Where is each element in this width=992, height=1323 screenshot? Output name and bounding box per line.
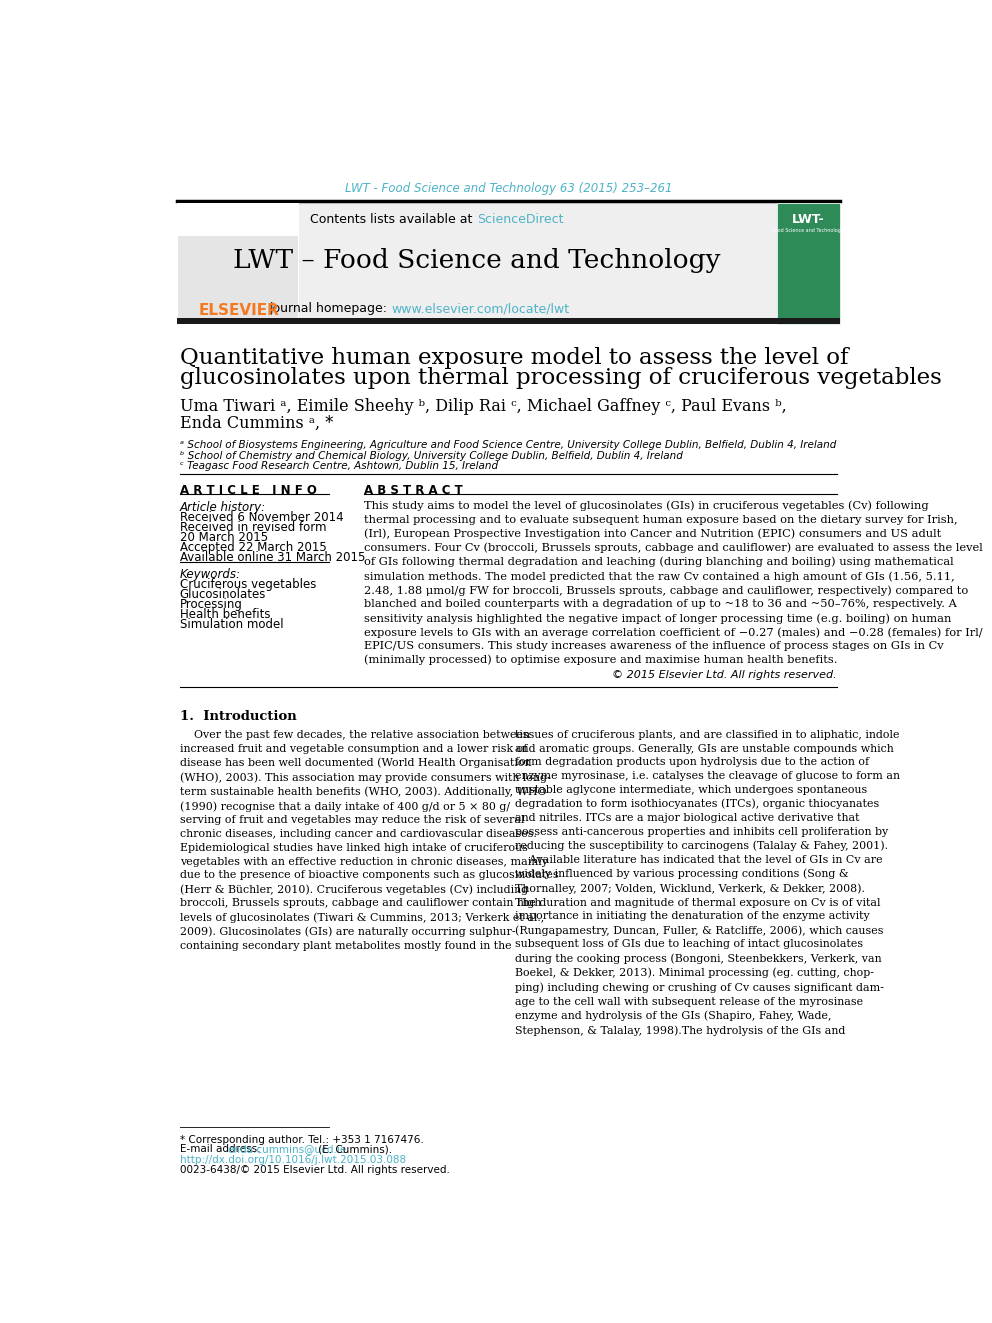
Text: LWT – Food Science and Technology: LWT – Food Science and Technology: [233, 247, 720, 273]
Bar: [177, 202, 840, 324]
Text: Contents lists available at: Contents lists available at: [310, 213, 476, 226]
Bar: [177, 202, 300, 324]
Text: ᵇ School of Chemistry and Chemical Biology, University College Dublin, Belfield,: ᵇ School of Chemistry and Chemical Biolo…: [180, 451, 682, 460]
Text: http://dx.doi.org/10.1016/j.lwt.2015.03.088: http://dx.doi.org/10.1016/j.lwt.2015.03.…: [180, 1155, 406, 1166]
Text: E-mail address:: E-mail address:: [180, 1144, 264, 1155]
Text: LWT-: LWT-: [792, 213, 824, 226]
Text: enda.cummins@ucd.ie: enda.cummins@ucd.ie: [228, 1144, 347, 1155]
Bar: [777, 202, 840, 324]
Text: Food Science and Technology: Food Science and Technology: [773, 228, 844, 233]
Text: © 2015 Elsevier Ltd. All rights reserved.: © 2015 Elsevier Ltd. All rights reserved…: [612, 669, 837, 680]
Text: Over the past few decades, the relative association between
increased fruit and : Over the past few decades, the relative …: [180, 730, 558, 951]
Text: Simulation model: Simulation model: [180, 618, 284, 631]
Bar: [177, 318, 840, 324]
Text: This study aims to model the level of glucosinolates (GIs) in cruciferous vegeta: This study aims to model the level of gl…: [364, 500, 983, 665]
Text: A R T I C L E   I N F O: A R T I C L E I N F O: [180, 484, 316, 497]
Bar: [179, 235, 298, 323]
Text: Available online 31 March 2015: Available online 31 March 2015: [180, 550, 365, 564]
Text: glucosinolates upon thermal processing of cruciferous vegetables: glucosinolates upon thermal processing o…: [180, 368, 941, 389]
Text: 1.  Introduction: 1. Introduction: [180, 710, 297, 724]
Text: Processing: Processing: [180, 598, 243, 611]
Text: (E. Cummins).: (E. Cummins).: [314, 1144, 392, 1155]
Text: Article history:: Article history:: [180, 500, 266, 513]
Text: ᵃ School of Biosystems Engineering, Agriculture and Food Science Centre, Univers: ᵃ School of Biosystems Engineering, Agri…: [180, 439, 836, 450]
Text: * Corresponding author. Tel.: +353 1 7167476.: * Corresponding author. Tel.: +353 1 716…: [180, 1135, 424, 1146]
Text: Health benefits: Health benefits: [180, 609, 270, 622]
Text: www.elsevier.com/locate/lwt: www.elsevier.com/locate/lwt: [392, 303, 569, 315]
Text: A B S T R A C T: A B S T R A C T: [364, 484, 463, 497]
Text: Quantitative human exposure model to assess the level of: Quantitative human exposure model to ass…: [180, 348, 848, 369]
Text: Uma Tiwari ᵃ, Eimile Sheehy ᵇ, Dilip Rai ᶜ, Michael Gaffney ᶜ, Paul Evans ᵇ,: Uma Tiwari ᵃ, Eimile Sheehy ᵇ, Dilip Rai…: [180, 398, 787, 415]
Text: LWT - Food Science and Technology 63 (2015) 253–261: LWT - Food Science and Technology 63 (20…: [344, 181, 673, 194]
Text: Enda Cummins ᵃ, *: Enda Cummins ᵃ, *: [180, 415, 333, 433]
Text: ELSEVIER: ELSEVIER: [198, 303, 279, 318]
Text: 0023-6438/© 2015 Elsevier Ltd. All rights reserved.: 0023-6438/© 2015 Elsevier Ltd. All right…: [180, 1166, 449, 1175]
Text: Keywords:: Keywords:: [180, 569, 241, 581]
Text: journal homepage:: journal homepage:: [270, 303, 392, 315]
Text: ᶜ Teagasc Food Research Centre, Ashtown, Dublin 15, Ireland: ᶜ Teagasc Food Research Centre, Ashtown,…: [180, 462, 498, 471]
Text: Glucosinolates: Glucosinolates: [180, 589, 266, 602]
Text: Accepted 22 March 2015: Accepted 22 March 2015: [180, 541, 326, 554]
Text: 20 March 2015: 20 March 2015: [180, 531, 268, 544]
Text: tissues of cruciferous plants, and are classified in to aliphatic, indole
and ar: tissues of cruciferous plants, and are c…: [515, 730, 900, 1036]
Text: Cruciferous vegetables: Cruciferous vegetables: [180, 578, 316, 591]
Text: Received 6 November 2014: Received 6 November 2014: [180, 511, 343, 524]
Text: ScienceDirect: ScienceDirect: [476, 213, 563, 226]
Text: Received in revised form: Received in revised form: [180, 521, 326, 533]
